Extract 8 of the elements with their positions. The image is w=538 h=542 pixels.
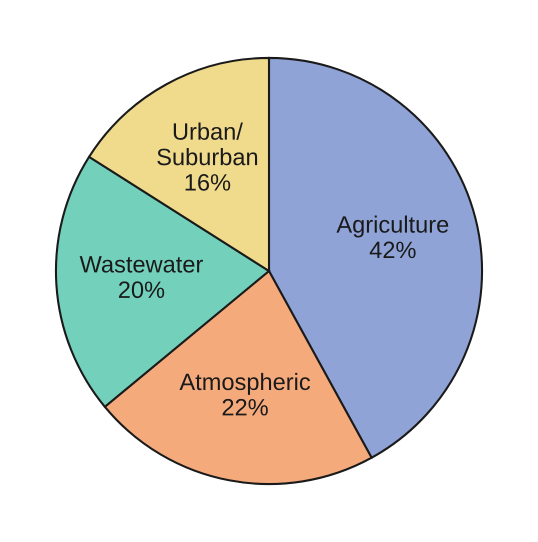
data-label: 42% bbox=[370, 242, 416, 258]
slice-label: Urban/ Suburban bbox=[157, 122, 258, 166]
slice-label: Atmospheric bbox=[179, 372, 310, 395]
data-label: 22% bbox=[222, 398, 268, 416]
data-label: 16% bbox=[186, 174, 230, 191]
slice-label: Agriculture bbox=[336, 215, 448, 238]
slice-label: Wastewater bbox=[80, 256, 203, 273]
data-label: 20% bbox=[118, 281, 164, 298]
